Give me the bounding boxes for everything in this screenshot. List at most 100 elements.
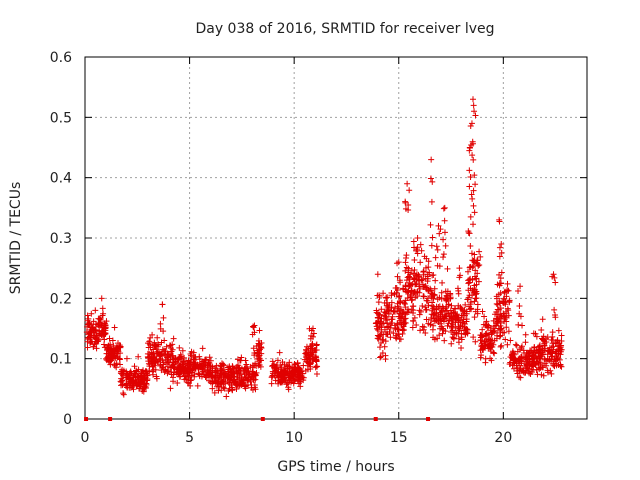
data-point [406,274,413,281]
data-point [389,313,396,320]
data-point [251,381,258,388]
data-point [466,303,473,310]
data-point [160,314,167,321]
data-point [410,270,417,277]
data-point [408,288,415,295]
data-point [470,96,477,103]
data-point [420,269,427,276]
data-point [420,326,427,333]
data-point [160,348,167,355]
data-point [412,289,419,296]
data-point [434,246,441,253]
data-point [391,291,398,298]
data-point [513,358,520,365]
data-point [309,347,316,354]
data-point [95,337,102,344]
data-point [471,298,478,305]
data-point [468,120,475,127]
data-point [402,199,409,206]
data-point [170,335,177,342]
data-point [488,337,495,344]
data-point [182,375,189,382]
data-point [413,247,420,254]
data-point [525,350,532,357]
data-point [436,230,443,237]
data-point [517,374,524,381]
data-point [159,346,166,353]
data-point [85,315,92,322]
data-point [455,287,462,294]
data-point [187,352,194,359]
data-point [102,330,109,337]
data-point [552,350,559,357]
y-tick-label: 0.3 [50,231,72,247]
data-point [416,277,423,284]
data-point [314,363,321,370]
data-point [209,385,216,392]
data-point [520,353,527,360]
data-point [452,319,459,326]
axis-ticks: 0 0.1 0.2 0.3 0.4 0.5 0.6 0 5 10 15 20 [50,50,587,446]
data-point [418,247,425,254]
data-point [207,357,214,364]
data-point [127,384,134,391]
data-point [440,254,447,261]
data-point-zero [373,417,378,421]
data-point [243,366,250,373]
data-point [515,288,522,295]
data-point [179,347,186,354]
data-point [493,335,500,342]
data-point [287,375,294,382]
data-point [397,299,404,306]
data-point [212,379,219,386]
data-point [494,315,501,322]
data-point [496,244,503,251]
data-point [231,379,238,386]
data-point [376,344,383,351]
data-point [423,297,430,304]
data-point [188,372,195,379]
chart-title: Day 038 of 2016, SRMTID for receiver lve… [195,21,494,37]
data-point [117,343,124,350]
data-point [490,317,497,324]
data-point [477,337,484,344]
data-point [170,361,177,368]
data-point [437,226,444,233]
data-point [517,313,524,320]
data-point [447,295,454,302]
data-point [420,293,427,300]
data-point [503,318,510,325]
data-point [241,377,248,384]
data-point [483,318,490,325]
data-point [146,368,153,375]
data-point [536,355,543,362]
data-point [218,387,225,394]
data-point [441,337,448,344]
data-point [309,355,316,362]
data-point [439,279,446,286]
data-point [410,238,417,245]
data-point [285,363,292,370]
data-point [505,287,512,294]
data-point [185,357,192,364]
data-point [468,250,475,257]
data-point [162,366,169,373]
data-point [100,324,107,331]
data-point [427,221,434,228]
data-point [518,343,525,350]
data-point [438,289,445,296]
data-point [386,302,393,309]
data-point [422,329,429,336]
data-point [177,373,184,380]
data-point [436,332,443,339]
data-point [224,364,231,371]
data-point [436,263,443,270]
data-point [414,250,421,257]
data-point [551,306,558,313]
data-point [422,282,429,289]
data-point [229,363,236,370]
data-point [456,327,463,334]
data-point [250,323,257,330]
data-point [279,370,286,377]
data-point [379,350,386,357]
